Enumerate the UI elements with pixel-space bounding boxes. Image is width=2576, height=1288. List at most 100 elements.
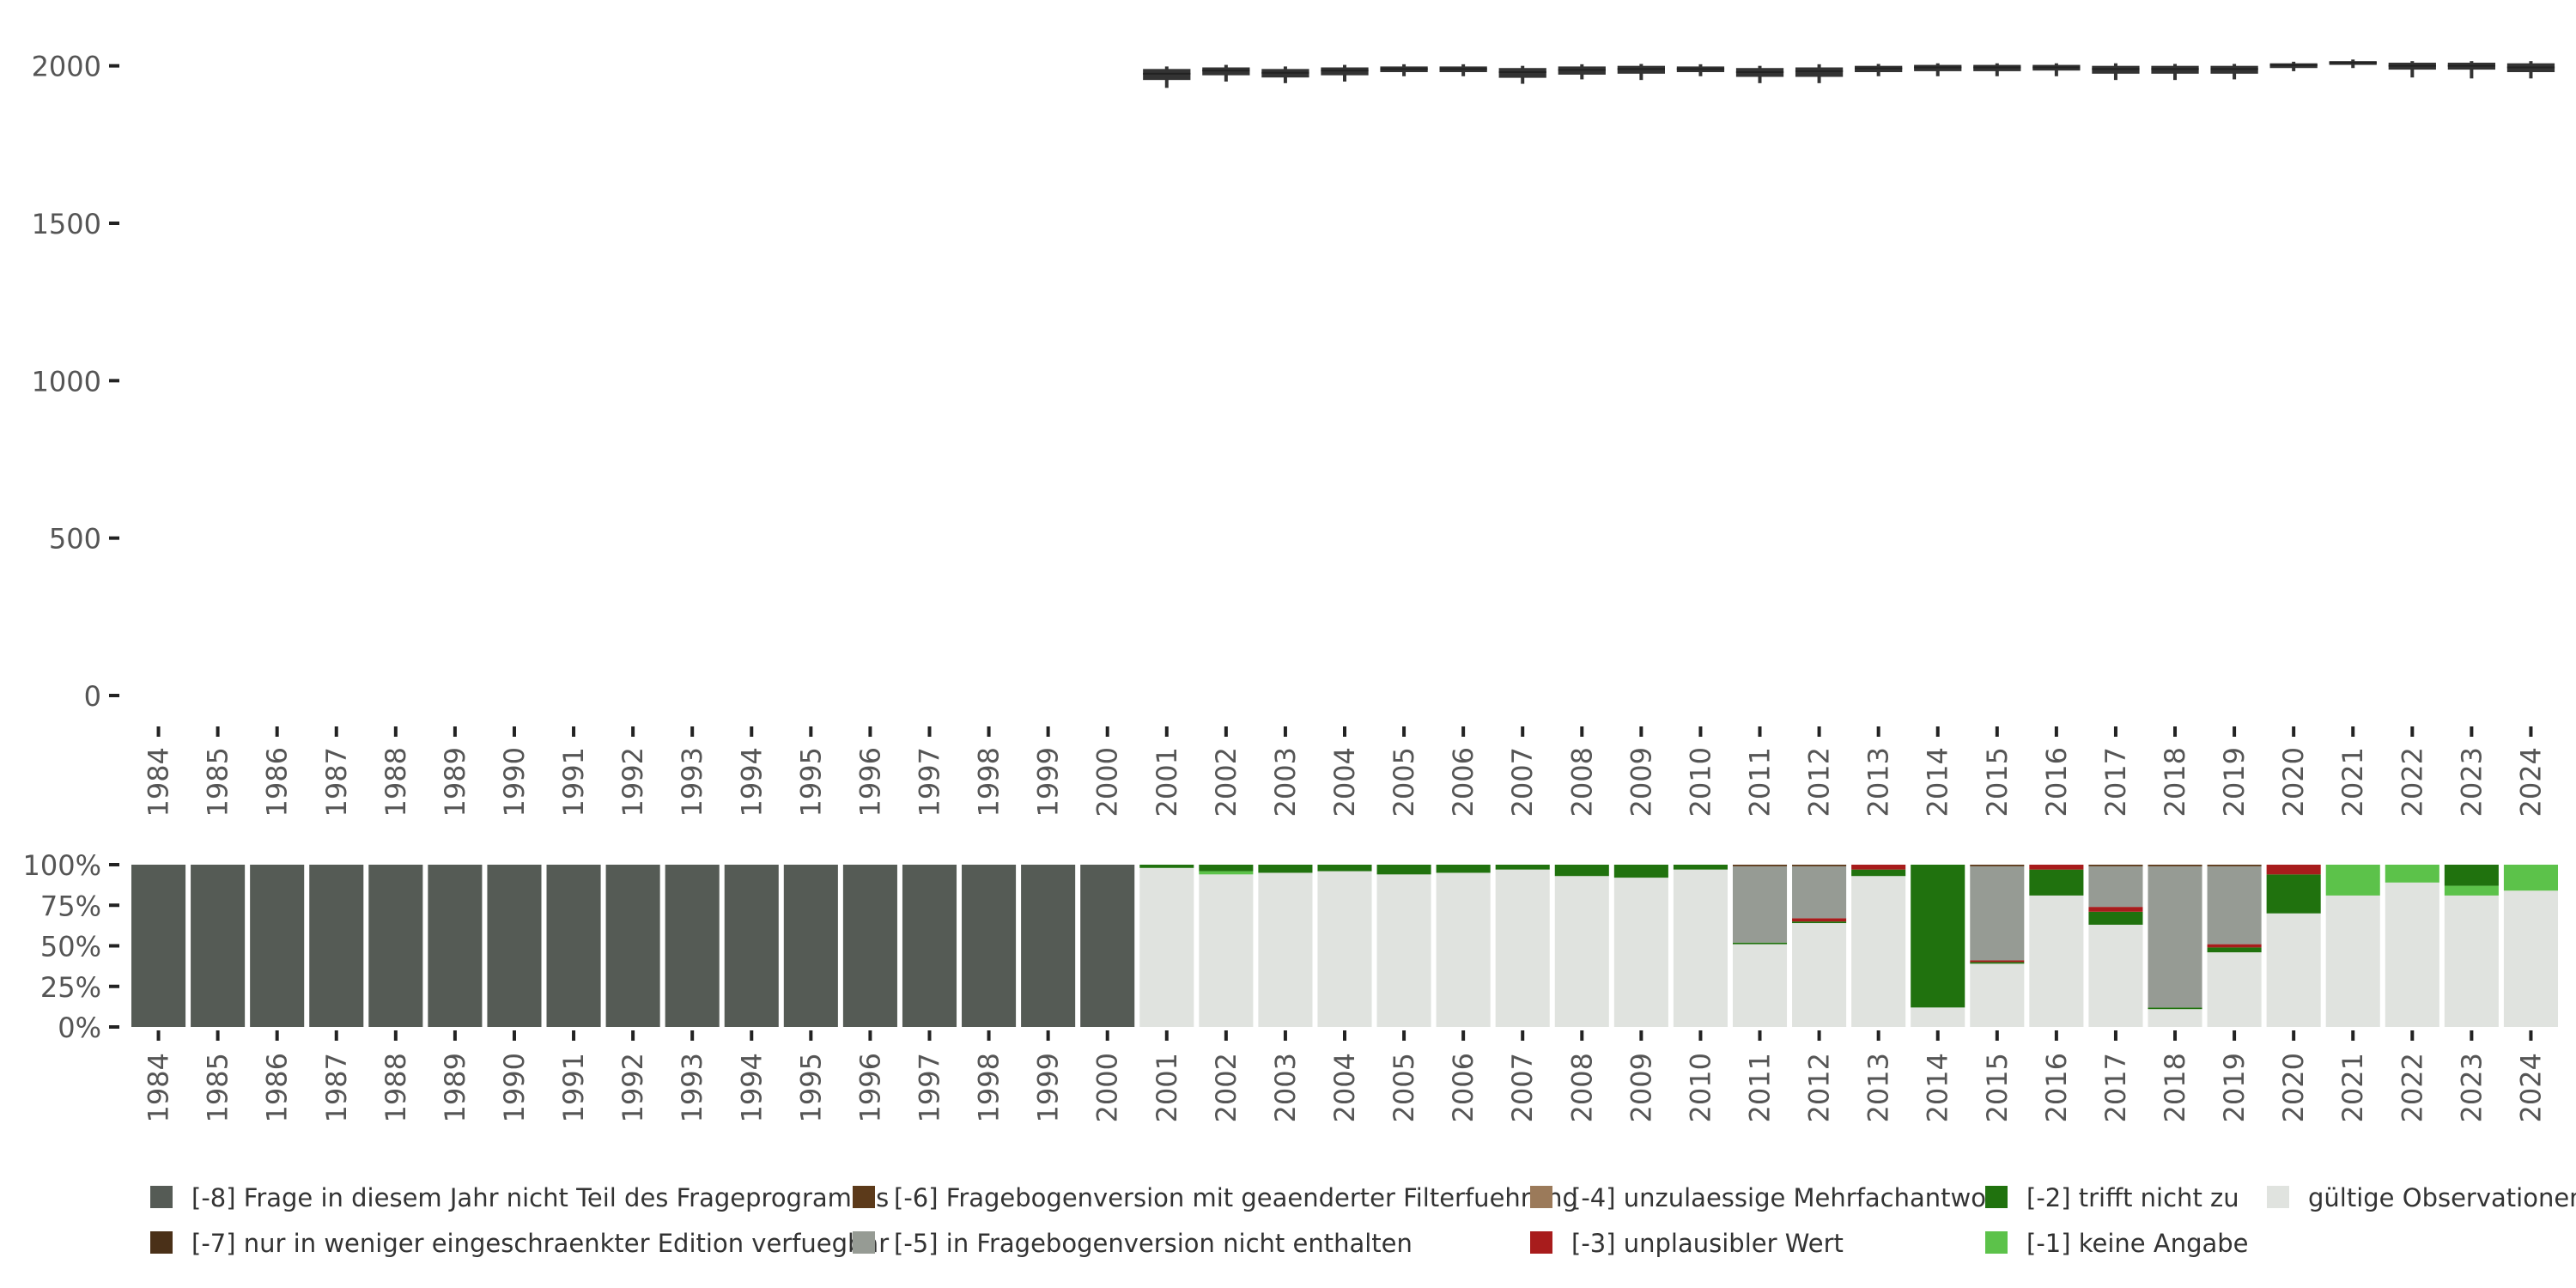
bar-segment — [1851, 876, 1906, 1027]
x-tick-label: 2012 — [1803, 1053, 1836, 1122]
bar-segment — [1258, 872, 1313, 1027]
x-tick-label: 2008 — [1565, 747, 1598, 817]
x-tick-label: 2001 — [1151, 747, 1183, 817]
x-tick-label: 2002 — [1210, 1053, 1242, 1122]
bar-segment — [1792, 865, 1847, 866]
bar-segment — [962, 865, 1017, 1027]
y-tick-label: 1000 — [32, 365, 101, 398]
bar-segment — [1613, 878, 1668, 1027]
x-tick-label: 2001 — [1151, 1053, 1183, 1122]
x-tick-label: 2014 — [1922, 747, 1954, 817]
x-tick-label: 2007 — [1506, 747, 1539, 817]
bar-segment — [665, 865, 720, 1027]
x-tick-label: 2015 — [1981, 747, 2014, 817]
bar-segment — [1732, 944, 1788, 1027]
x-tick-label: 2002 — [1210, 747, 1242, 817]
x-tick-label: 2004 — [1328, 747, 1361, 817]
bar-segment — [1258, 865, 1313, 873]
x-tick-label: 2010 — [1684, 747, 1716, 817]
y-tick-label: 0% — [58, 1012, 101, 1044]
bar-segment — [1970, 865, 2025, 866]
bar-segment — [1495, 865, 1550, 870]
bar-segment — [2088, 911, 2143, 925]
bar-segment — [2029, 869, 2084, 896]
x-tick-label: 2006 — [1447, 1053, 1479, 1122]
legend-swatch — [1985, 1231, 2008, 1254]
x-tick-label: 2003 — [1269, 1053, 1302, 1122]
x-tick-label: 1996 — [854, 747, 886, 817]
x-tick-label: 2008 — [1565, 1053, 1598, 1122]
bar-segment — [1495, 869, 1550, 1027]
bar-segment — [1554, 876, 1609, 1027]
legend-swatch — [150, 1231, 173, 1254]
bar-segment — [1376, 874, 1431, 1027]
x-tick-label: 1995 — [794, 1053, 827, 1122]
bar-segment — [1970, 866, 2025, 961]
x-tick-label: 1992 — [617, 1053, 649, 1122]
x-tick-label: 1989 — [439, 1053, 471, 1122]
bar-segment — [1911, 865, 1965, 1008]
bar-segment — [1199, 874, 1254, 1027]
bar-segment — [131, 865, 186, 1027]
bar-segment — [2029, 895, 2084, 1027]
bar-segment — [1673, 865, 1728, 870]
x-tick-label: 2016 — [2040, 747, 2073, 817]
x-tick-label: 2022 — [2396, 747, 2428, 817]
x-tick-label: 2019 — [2218, 1053, 2251, 1122]
x-tick-label: 2016 — [2040, 1053, 2073, 1122]
x-tick-label: 2005 — [1388, 1053, 1420, 1122]
x-tick-label: 1985 — [202, 747, 234, 817]
x-tick-label: 2018 — [2159, 747, 2191, 817]
y-tick-label: 0 — [84, 680, 101, 713]
bar-segment — [2207, 952, 2262, 1027]
bar-segment — [309, 865, 364, 1027]
x-tick-label: 2006 — [1447, 747, 1479, 817]
bar-segment — [842, 865, 897, 1027]
bar-segment — [1673, 869, 1728, 1027]
bar-segment — [1732, 942, 1788, 945]
x-tick-label: 2021 — [2336, 747, 2369, 817]
y-tick-label: 75% — [40, 890, 101, 922]
bar-segment — [1139, 867, 1194, 1027]
x-tick-label: 1998 — [973, 747, 1005, 817]
bar-segment — [191, 865, 246, 1027]
x-tick-label: 1999 — [1032, 1053, 1065, 1122]
bar-segment — [1792, 921, 1847, 924]
legend-swatch — [1985, 1186, 2008, 1208]
x-tick-label: 2020 — [2277, 747, 2310, 817]
y-tick-label: 50% — [40, 931, 101, 963]
bar-segment — [1021, 865, 1076, 1027]
bar-segment — [1376, 865, 1431, 875]
x-tick-label: 1998 — [973, 1053, 1005, 1122]
bar-segment — [1199, 865, 1254, 872]
bar-segment — [1436, 865, 1491, 873]
bar-segment — [2444, 895, 2499, 1027]
x-tick-label: 1997 — [913, 747, 945, 817]
bar-segment — [1732, 865, 1788, 866]
x-tick-label: 2020 — [2277, 1053, 2310, 1122]
x-tick-label: 1993 — [676, 1053, 708, 1122]
bar-segment — [1199, 871, 1254, 875]
bar-segment — [2148, 1007, 2202, 1010]
x-tick-label: 2003 — [1269, 747, 1302, 817]
bar-segment — [2266, 913, 2321, 1027]
bar-segment — [2088, 865, 2143, 866]
x-tick-label: 2019 — [2218, 747, 2251, 817]
x-tick-label: 2024 — [2514, 747, 2547, 817]
legend-label: [-1] keine Angabe — [2026, 1229, 2249, 1258]
legend-swatch — [150, 1186, 173, 1208]
x-tick-label: 2024 — [2514, 1053, 2547, 1122]
bar-segment — [1792, 866, 1847, 919]
x-tick-label: 1985 — [202, 1053, 234, 1122]
bar-segment — [2148, 866, 2202, 1008]
bar-segment — [2088, 907, 2143, 912]
y-tick-label: 500 — [49, 523, 101, 556]
x-tick-label: 1990 — [498, 1053, 531, 1122]
bar-segment — [605, 865, 660, 1027]
bar-segment — [1970, 960, 2025, 963]
x-tick-label: 1994 — [735, 1053, 768, 1122]
y-tick-label: 100% — [23, 849, 101, 882]
x-tick-label: 2000 — [1091, 1053, 1124, 1122]
x-tick-label: 1990 — [498, 747, 531, 817]
bar-segment — [1970, 962, 2025, 964]
